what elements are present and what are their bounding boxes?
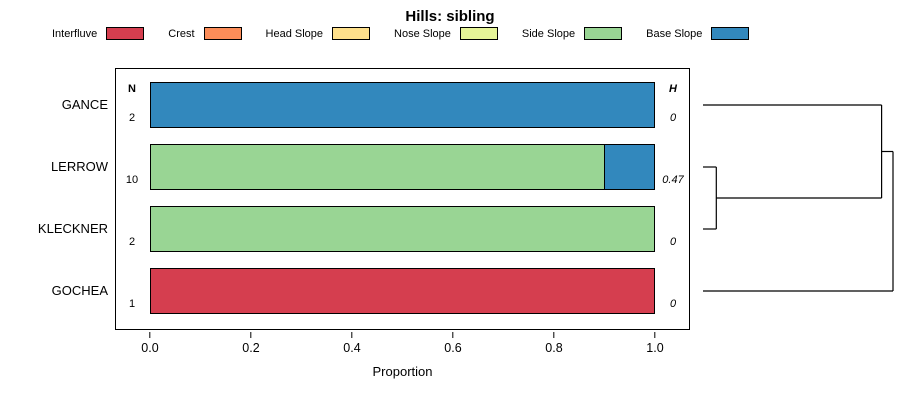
stacked-bar-gochea <box>150 268 655 314</box>
row-label-lerrow: LERROW <box>50 159 108 174</box>
legend-label-nose-slope: Nose Slope <box>394 27 451 40</box>
bar-segment-base-slope <box>603 145 654 189</box>
x-axis-tick-label: 0.4 <box>343 341 361 355</box>
legend-label-head-slope: Head Slope <box>265 27 324 40</box>
legend-swatch-base-slope <box>711 27 750 40</box>
legend-swatch-side-slope <box>584 27 623 40</box>
stacked-bar-lerrow <box>150 144 655 190</box>
legend-item-interfluve: Interfluve <box>52 27 145 40</box>
legend: Interfluve Crest Head Slope Nose Slope S… <box>52 27 750 40</box>
x-axis-tick <box>250 332 252 338</box>
legend-item-crest: Crest <box>168 27 242 40</box>
x-axis-tick-label: 0.2 <box>242 341 260 355</box>
legend-label-side-slope: Side Slope <box>521 27 576 40</box>
row-label-gance: GANCE <box>61 97 108 112</box>
legend-swatch-head-slope <box>332 27 371 40</box>
stacked-bar-kleckner <box>150 206 655 252</box>
h-value-lerrow: 0.47 <box>662 174 684 186</box>
legend-swatch-nose-slope <box>459 27 498 40</box>
row-label-kleckner: KLECKNER <box>37 221 108 236</box>
n-value-gance: 2 <box>128 112 136 124</box>
n-value-gochea: 1 <box>128 298 136 310</box>
h-value-kleckner: 0 <box>669 236 677 248</box>
x-axis-tick <box>452 332 454 338</box>
x-axis-title: Proportion <box>372 364 433 379</box>
bar-segment-side-slope <box>151 145 604 189</box>
legend-item-nose-slope: Nose Slope <box>394 27 498 40</box>
row-label-gochea: GOCHEA <box>51 283 108 298</box>
x-axis-tick <box>553 332 555 338</box>
x-axis-tick <box>149 332 151 338</box>
n-value-lerrow: 10 <box>125 174 139 186</box>
h-value-gance: 0 <box>669 112 677 124</box>
n-column-header: N <box>128 83 136 95</box>
legend-swatch-interfluve <box>106 27 145 40</box>
h-value-gochea: 0 <box>669 298 677 310</box>
legend-label-base-slope: Base Slope <box>646 27 703 40</box>
legend-item-side-slope: Side Slope <box>521 27 623 40</box>
bar-segment-side-slope <box>151 207 654 251</box>
n-value-kleckner: 2 <box>128 236 136 248</box>
legend-label-crest: Crest <box>168 27 195 40</box>
x-axis-tick-label: 0.6 <box>444 341 462 355</box>
x-axis-tick <box>351 332 353 338</box>
x-axis-tick <box>654 332 656 338</box>
chart-title: Hills: sibling <box>405 8 495 25</box>
legend-item-head-slope: Head Slope <box>266 27 371 40</box>
x-axis: 0.0 0.2 0.4 0.6 0.8 1.0 <box>141 330 664 362</box>
bar-segment-interfluve <box>151 269 654 313</box>
x-axis-tick-label: 1.0 <box>646 341 664 355</box>
bar-segment-base-slope <box>151 83 654 127</box>
legend-swatch-crest <box>203 27 242 40</box>
legend-item-base-slope: Base Slope <box>646 27 750 40</box>
h-column-header: H <box>669 83 677 95</box>
legend-label-interfluve: Interfluve <box>52 27 98 40</box>
stacked-bar-gance <box>150 82 655 128</box>
x-axis-tick-label: 0.0 <box>141 341 159 355</box>
x-axis-tick-label: 0.8 <box>545 341 563 355</box>
